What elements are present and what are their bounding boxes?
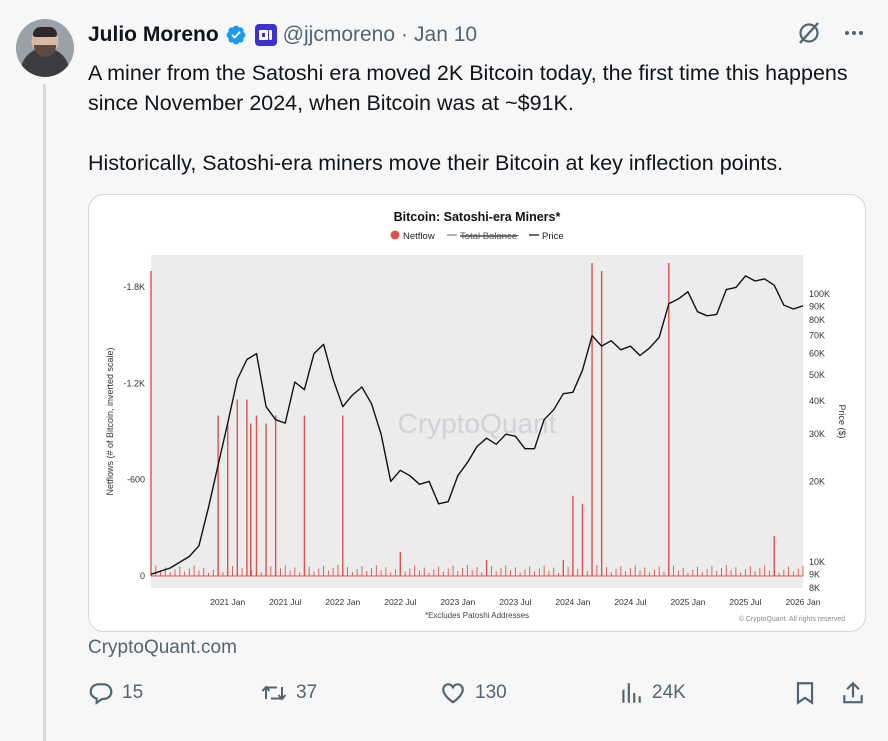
x-tick-label: 2022 Jul <box>384 597 416 607</box>
like-count: 130 <box>475 682 507 703</box>
x-tick-label: 2021 Jul <box>269 597 301 607</box>
x-tick-label: 2024 Jul <box>614 597 646 607</box>
right-axis-label: Price ($) <box>837 404 847 438</box>
legend-label-total-balance: Total Balance <box>460 231 517 242</box>
x-tick-label: 2026 Jan <box>786 597 821 607</box>
author-handle[interactable]: @jjcmoreno <box>282 23 396 46</box>
more-icon[interactable] <box>842 21 866 45</box>
left-tick-label: -1.2K <box>123 378 145 388</box>
x-tick-label: 2023 Jul <box>499 597 531 607</box>
chart-card[interactable]: Bitcoin: Satoshi-era Miners* Netflow Total… <box>88 194 866 632</box>
reply-button[interactable]: 15 <box>88 680 143 706</box>
left-tick-label: -600 <box>127 475 145 485</box>
author-name[interactable]: Julio Moreno <box>88 23 219 46</box>
like-icon <box>442 683 464 704</box>
like-button[interactable]: 130 <box>439 680 507 706</box>
tweet-paragraph-2: Historically, Satoshi-era miners move th… <box>88 151 784 175</box>
right-tick-label: 100K <box>809 289 830 299</box>
x-tick-label: 2021 Jan <box>210 597 245 607</box>
repost-count: 37 <box>296 682 318 703</box>
right-tick-label: 70K <box>809 331 825 341</box>
link-source[interactable]: CryptoQuant.com <box>88 637 237 658</box>
watermark: CryptoQuant <box>398 408 557 439</box>
header-actions <box>796 20 866 46</box>
share-icon <box>843 681 863 704</box>
views-count: 24K <box>652 682 686 703</box>
x-tick-label: 2024 Jan <box>555 597 590 607</box>
x-tick-label: 2025 Jul <box>729 597 761 607</box>
avatar-beard <box>34 45 56 57</box>
right-tick-label: 40K <box>809 396 825 406</box>
left-axis-label: Netflows (# of Bitcoin, inverted scale) <box>105 347 115 495</box>
right-tick-label: 10K <box>809 557 825 567</box>
right-tick-label: 80K <box>809 315 825 325</box>
repost-icon <box>261 685 287 701</box>
right-tick-label: 8K <box>809 583 820 593</box>
verified-badge-icon[interactable] <box>225 24 247 46</box>
plot-area <box>151 255 803 588</box>
thread-connector-line <box>43 84 46 741</box>
tweet-header: Julio Moreno @jjcmoreno · Jan 10 <box>88 21 477 49</box>
chart-svg: Bitcoin: Satoshi-era Miners* Netflow Total… <box>105 210 847 623</box>
right-tick-label: 90K <box>809 301 825 311</box>
right-tick-label: 9K <box>809 569 820 579</box>
legend-label-price: Price <box>542 231 564 242</box>
repost-button[interactable]: 37 <box>260 680 317 706</box>
tweet-text: A miner from the Satoshi era moved 2K Bi… <box>88 58 868 178</box>
bookmark-icon <box>796 682 814 705</box>
x-tick-label: 2022 Jan <box>325 597 360 607</box>
price-line <box>150 275 804 575</box>
chart-copyright: © CryptoQuant. All rights reserved <box>739 615 845 623</box>
tweet-paragraph-1: A miner from the Satoshi era moved 2K Bi… <box>88 61 848 115</box>
right-tick-label: 50K <box>809 370 825 380</box>
left-tick-label: 0 <box>140 571 145 581</box>
views-button[interactable]: 24K <box>618 680 686 706</box>
chart-footnote: *Excludes Patoshi Addresses <box>425 611 529 620</box>
views-icon <box>622 683 641 703</box>
legend-label-netflow: Netflow <box>403 231 435 242</box>
right-tick-label: 60K <box>809 349 825 359</box>
legend-marker-netflow <box>390 230 400 240</box>
left-tick-label: -1.8K <box>123 282 145 292</box>
reply-icon <box>89 683 113 705</box>
share-button[interactable] <box>840 680 866 706</box>
separator-dot: · <box>401 23 409 46</box>
right-tick-label: 20K <box>809 476 825 486</box>
reply-count: 15 <box>122 682 144 703</box>
action-bar: 15 37 130 24K <box>88 680 868 712</box>
bookmark-button[interactable] <box>792 680 818 706</box>
avatar[interactable] <box>16 19 74 77</box>
x-tick-label: 2025 Jan <box>670 597 705 607</box>
avatar-hair <box>33 27 57 37</box>
grok-icon[interactable] <box>796 20 822 46</box>
right-tick-label: 30K <box>809 429 825 439</box>
x-tick-label: 2023 Jan <box>440 597 475 607</box>
affiliate-badge-icon[interactable] <box>254 24 277 46</box>
tweet-date[interactable]: Jan 10 <box>414 23 478 46</box>
chart-title: Bitcoin: Satoshi-era Miners* <box>394 210 561 224</box>
